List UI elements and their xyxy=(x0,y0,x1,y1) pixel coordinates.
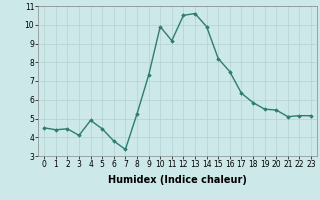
X-axis label: Humidex (Indice chaleur): Humidex (Indice chaleur) xyxy=(108,175,247,185)
